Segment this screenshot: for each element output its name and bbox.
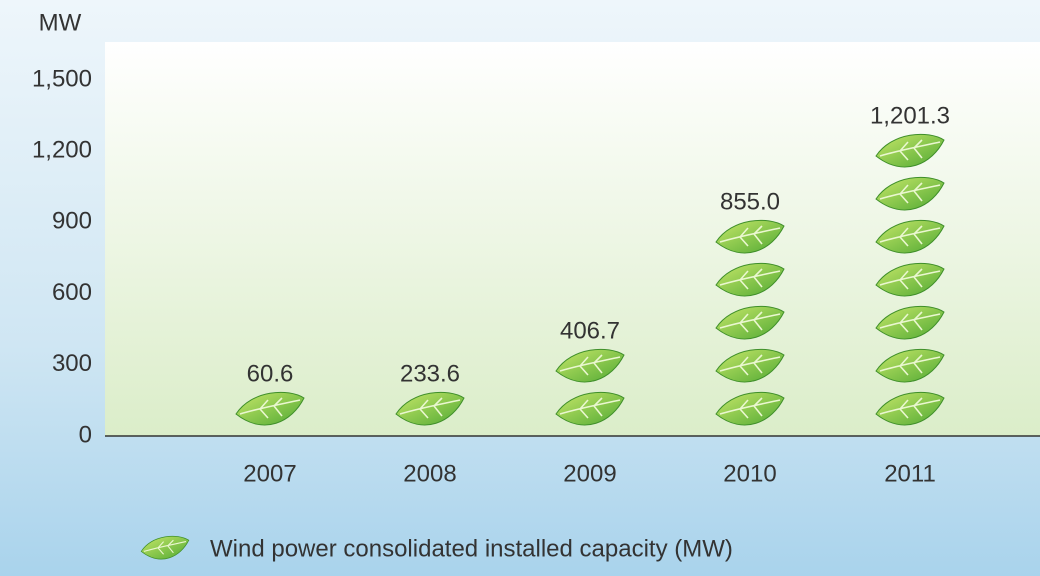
value-label: 1,201.3	[870, 102, 950, 129]
value-label: 233.6	[400, 360, 460, 387]
x-tick-label: 2011	[884, 460, 936, 487]
y-tick-label: 600	[52, 279, 92, 306]
x-tick-label: 2010	[723, 460, 776, 487]
y-tick-label: 1,500	[32, 65, 92, 92]
legend-label: Wind power consolidated installed capaci…	[210, 535, 733, 562]
y-tick-label: 0	[79, 421, 92, 448]
value-label: 406.7	[560, 317, 620, 344]
x-tick-label: 2007	[243, 460, 296, 487]
value-label: 60.6	[247, 360, 294, 387]
y-tick-label: 300	[52, 350, 92, 377]
x-tick-label: 2008	[403, 460, 456, 487]
y-tick-label: 900	[52, 208, 92, 235]
value-label: 855.0	[720, 188, 780, 215]
y-tick-label: 1,200	[32, 137, 92, 164]
x-tick-label: 2009	[563, 460, 616, 487]
y-axis-label: MW	[39, 9, 82, 36]
